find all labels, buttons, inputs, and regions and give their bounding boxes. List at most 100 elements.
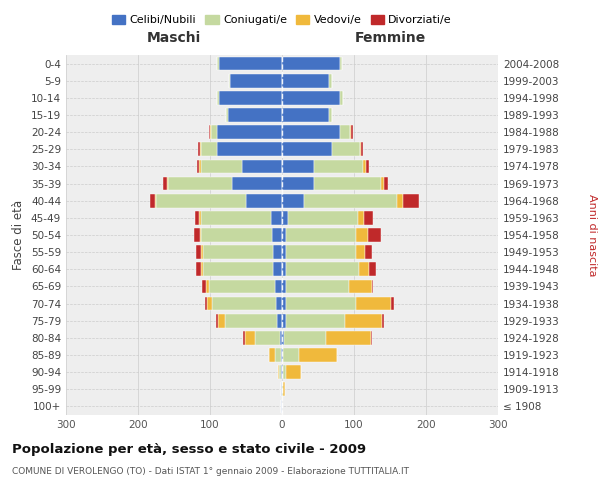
Bar [282, 262, 286, 276]
Bar [282, 74, 329, 88]
Bar [282, 366, 283, 379]
Bar [371, 331, 372, 344]
Bar [217, 56, 218, 70]
Bar [286, 228, 356, 242]
Bar [299, 348, 337, 362]
Bar [359, 262, 369, 276]
Bar [216, 314, 218, 328]
Bar [282, 280, 286, 293]
Bar [350, 126, 351, 139]
Bar [282, 246, 286, 259]
Bar [210, 126, 211, 139]
Bar [358, 211, 364, 224]
Bar [167, 176, 168, 190]
Bar [163, 176, 167, 190]
Bar [269, 348, 275, 362]
Bar [245, 331, 254, 344]
Bar [397, 194, 403, 207]
Text: COMUNE DI VEROLENGO (TO) - Dati ISTAT 1° gennaio 2009 - Elaborazione TUTTITALIA.: COMUNE DI VEROLENGO (TO) - Dati ISTAT 1°… [12, 468, 409, 476]
Bar [225, 314, 277, 328]
Bar [217, 91, 218, 104]
Legend: Celibi/Nubili, Coniugati/e, Vedovi/e, Divorziati/e: Celibi/Nubili, Coniugati/e, Vedovi/e, Di… [107, 10, 457, 29]
Bar [199, 160, 200, 173]
Bar [282, 314, 286, 328]
Bar [384, 176, 388, 190]
Bar [274, 246, 282, 259]
Bar [199, 142, 200, 156]
Bar [403, 194, 419, 207]
Bar [156, 194, 246, 207]
Bar [282, 160, 314, 173]
Bar [280, 331, 282, 344]
Bar [203, 262, 274, 276]
Bar [232, 176, 282, 190]
Bar [286, 366, 301, 379]
Text: Femmine: Femmine [355, 30, 425, 44]
Bar [218, 314, 225, 328]
Bar [314, 176, 380, 190]
Text: Popolazione per età, sesso e stato civile - 2009: Popolazione per età, sesso e stato civil… [12, 442, 366, 456]
Bar [212, 296, 275, 310]
Bar [286, 296, 356, 310]
Bar [196, 246, 202, 259]
Bar [349, 280, 372, 293]
Bar [218, 56, 282, 70]
Bar [340, 126, 350, 139]
Bar [372, 280, 373, 293]
Bar [282, 228, 286, 242]
Bar [282, 176, 314, 190]
Bar [286, 314, 344, 328]
Bar [150, 194, 155, 207]
Bar [243, 331, 245, 344]
Bar [364, 160, 365, 173]
Bar [275, 348, 281, 362]
Bar [242, 160, 282, 173]
Bar [286, 262, 359, 276]
Bar [205, 296, 207, 310]
Bar [282, 211, 288, 224]
Bar [226, 108, 228, 122]
Bar [364, 211, 373, 224]
Bar [207, 296, 212, 310]
Bar [283, 348, 299, 362]
Bar [195, 211, 199, 224]
Bar [329, 74, 332, 88]
Bar [155, 194, 156, 207]
Bar [275, 280, 282, 293]
Bar [209, 280, 275, 293]
Bar [340, 56, 342, 70]
Bar [196, 262, 202, 276]
Bar [206, 280, 209, 293]
Bar [369, 262, 376, 276]
Text: Maschi: Maschi [147, 30, 201, 44]
Bar [283, 382, 285, 396]
Bar [271, 211, 282, 224]
Bar [360, 142, 361, 156]
Bar [283, 366, 286, 379]
Bar [282, 194, 304, 207]
Bar [282, 126, 340, 139]
Bar [230, 74, 282, 88]
Bar [326, 331, 371, 344]
Bar [329, 108, 332, 122]
Bar [281, 382, 282, 396]
Bar [368, 228, 380, 242]
Bar [197, 160, 199, 173]
Bar [272, 228, 282, 242]
Bar [282, 91, 340, 104]
Y-axis label: Fasce di età: Fasce di età [13, 200, 25, 270]
Bar [380, 176, 384, 190]
Bar [286, 246, 356, 259]
Bar [211, 126, 217, 139]
Bar [284, 331, 326, 344]
Bar [281, 366, 282, 379]
Bar [282, 382, 283, 396]
Bar [356, 296, 391, 310]
Bar [365, 160, 369, 173]
Bar [168, 176, 232, 190]
Bar [282, 348, 283, 362]
Bar [202, 246, 203, 259]
Bar [217, 126, 282, 139]
Bar [229, 74, 230, 88]
Bar [356, 228, 368, 242]
